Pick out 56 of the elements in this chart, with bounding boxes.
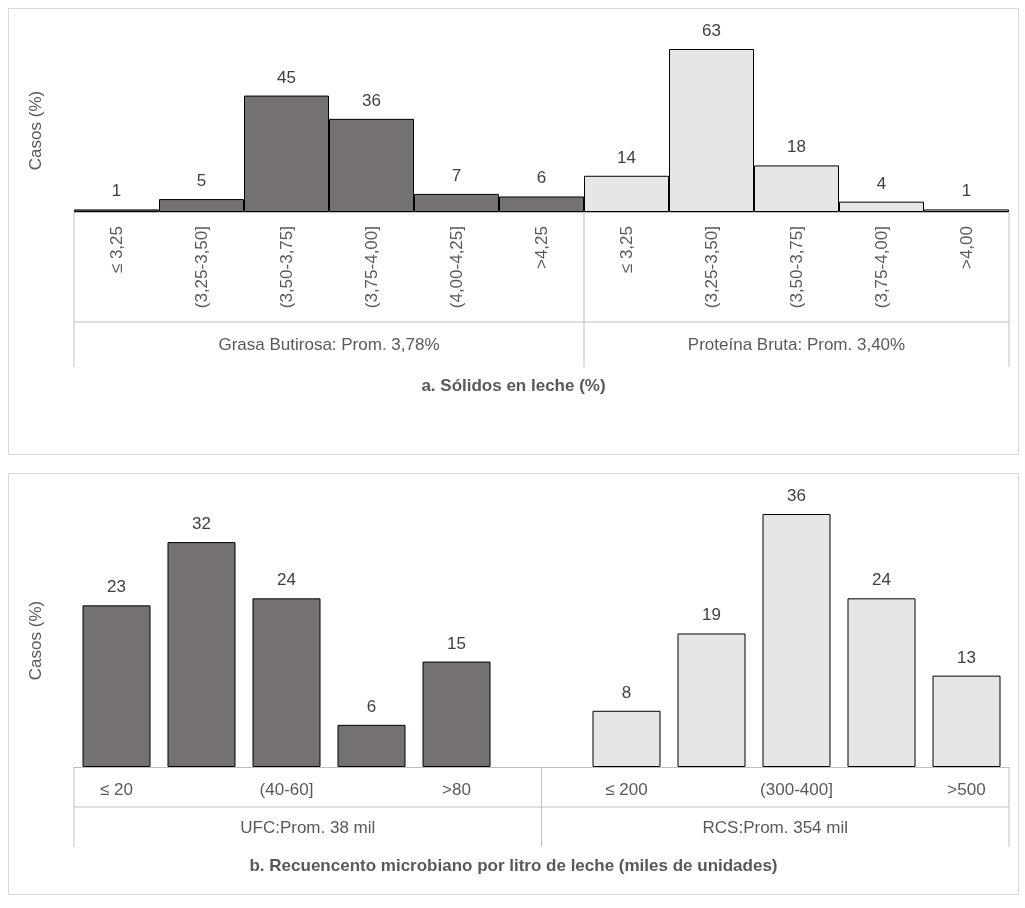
x-tick-label: (3,25-3,50] [192, 226, 211, 309]
data-label: 23 [107, 577, 126, 597]
data-label: 36 [787, 486, 806, 505]
y-axis-title: Casos (%) [26, 90, 45, 171]
x-tick-label: >4,25 [532, 226, 551, 270]
data-label: 7 [451, 165, 462, 185]
data-label: 4 [876, 173, 887, 193]
x-tick-label: >80 [442, 780, 471, 799]
bar [677, 633, 746, 767]
data-label: 1 [961, 181, 972, 201]
data-label: 36 [362, 90, 381, 110]
x-axis-title: b. Recuencento microbiano por litro de leche (miles de unidades) [249, 856, 778, 875]
bar [932, 675, 1001, 767]
x-tick-label: (3,25-3,50] [702, 226, 721, 309]
data-label: 18 [787, 137, 806, 157]
x-tick-label: >500 [947, 780, 986, 799]
text: Grasa Butirosa: Prom. 3,78% [218, 335, 440, 354]
data-label: 63 [702, 21, 721, 40]
x-tick-label: (3,50-3,75] [277, 226, 296, 309]
text: RCS:Prom. 354 mil [702, 817, 848, 837]
x-axis-title: a. Sólidos en leche (%) [421, 376, 606, 395]
x-tick-label: ≤ 3,25 [107, 226, 126, 274]
bar [167, 542, 236, 767]
bar [82, 605, 151, 767]
data-label: 6 [536, 168, 547, 188]
x-tick-label: ≤ 3,25 [617, 226, 636, 274]
x-tick-label: (300-400] [760, 780, 833, 799]
data-label: 6 [366, 696, 377, 716]
text: Proteína Bruta: Prom. 3,40% [687, 335, 906, 354]
bar [337, 724, 406, 767]
data-label: 32 [192, 514, 211, 534]
text: UFC:Prom. 38 mil [240, 817, 376, 837]
data-label: 24 [872, 570, 891, 590]
data-label: 14 [617, 147, 636, 167]
x-tick-label: (3,75-4,00] [872, 226, 891, 309]
data-label: 13 [957, 647, 976, 667]
bar [252, 598, 321, 767]
data-label: 1 [111, 181, 122, 201]
data-label: 45 [277, 67, 296, 87]
x-tick-label: ≤ 200 [605, 780, 648, 799]
x-tick-label: ≤ 20 [100, 780, 133, 799]
bar [847, 598, 916, 767]
x-tick-label: (3,75-4,00] [362, 226, 381, 309]
data-label: 15 [447, 633, 466, 653]
bar [762, 514, 831, 767]
x-tick-label: (4,00-4,25] [447, 226, 466, 309]
data-label: 8 [621, 682, 632, 702]
x-tick-label: (3,50-3,75] [787, 226, 806, 309]
y-axis-title: Casos (%) [26, 600, 45, 681]
x-tick-label: >4,00 [957, 226, 976, 270]
data-label: 24 [277, 570, 296, 590]
data-label: 19 [702, 605, 721, 625]
bar [422, 661, 491, 767]
x-tick-label: (40-60] [259, 780, 314, 799]
data-label: 5 [196, 171, 207, 191]
bar [592, 710, 661, 767]
